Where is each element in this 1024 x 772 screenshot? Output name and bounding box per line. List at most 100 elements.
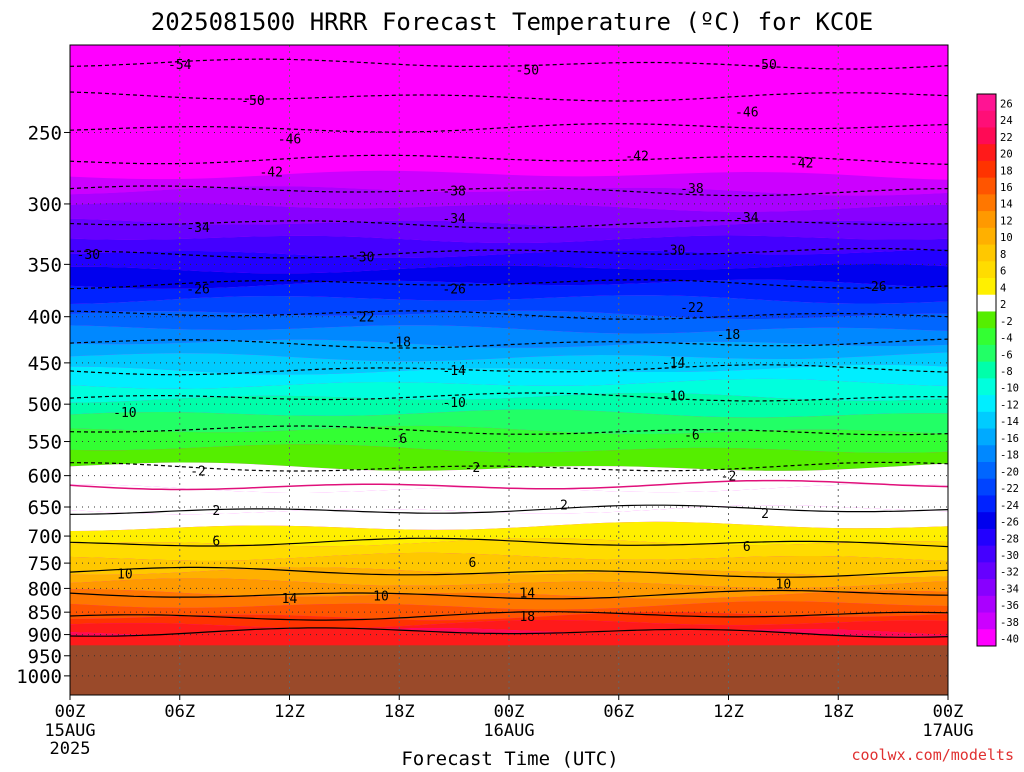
fill-band — [70, 263, 948, 289]
contour-label: 6 — [743, 540, 751, 555]
fill-band — [70, 59, 948, 86]
colorbar-swatch — [977, 261, 996, 279]
fill-band — [70, 235, 948, 258]
colorbar-swatch — [977, 495, 996, 513]
fill-band — [70, 483, 948, 515]
contour-label-text: -54 — [168, 58, 192, 73]
freezing-line — [69, 479, 949, 491]
fill-band — [70, 325, 948, 348]
contour-label: -18 — [717, 328, 740, 343]
y-tick-label: 600 — [28, 466, 62, 488]
contour-label: -26 — [442, 282, 465, 297]
colorbar-swatch — [977, 311, 996, 329]
contour-labels: -54-50-46-42-38-34-34-30 -30-26 -26-22-18-… — [77, 58, 887, 625]
colorbar-swatch — [977, 361, 996, 379]
fill-band — [70, 567, 948, 589]
contour-label: -38 — [442, 185, 465, 200]
contour-label: -14 — [442, 364, 466, 379]
colorbar-swatch — [977, 395, 996, 413]
y-tick-label: 900 — [28, 625, 62, 647]
colorbar-swatch — [977, 278, 996, 296]
contour-label-text: -30 — [351, 250, 374, 265]
colorbar-swatch — [977, 579, 996, 597]
contour-label: 6 — [469, 556, 477, 571]
colorbar-swatch — [977, 160, 996, 179]
contour-label: 2 — [761, 507, 769, 522]
x-tick-year: 2025 — [50, 739, 91, 759]
fill-band — [70, 91, 948, 117]
contour-label-text: -14 — [442, 364, 466, 379]
contour-label-text: -22 — [680, 301, 703, 316]
x-tick-date: 17AUG — [922, 721, 973, 741]
contour-label: -2 — [721, 470, 737, 485]
contour-label-text: 14 — [519, 586, 535, 601]
colorbar-label: -20 — [1000, 466, 1019, 478]
contour-label-text: 10 — [117, 567, 133, 582]
isotherm-line — [69, 504, 949, 515]
contour-label-text: 2 — [560, 499, 568, 514]
contour-label-text: -10 — [662, 389, 685, 404]
colorbar-swatch — [977, 244, 996, 262]
contour-label-text: 10 — [776, 577, 792, 592]
colorbar-swatch — [977, 595, 996, 614]
contour-label: -38 — [680, 182, 703, 197]
contour-label-text: -38 — [680, 182, 703, 197]
isotherm-line — [69, 566, 949, 578]
fill-band — [70, 552, 948, 578]
contour-label: -22 — [351, 311, 374, 326]
x-tick-label: 06Z — [164, 702, 195, 722]
contour-label: -6 — [391, 432, 407, 447]
colorbar-swatch — [977, 194, 996, 212]
colorbar-label: -16 — [1000, 433, 1019, 445]
contour-label: -50 — [241, 94, 264, 109]
contour-label: -54 — [168, 58, 192, 73]
x-axis-title: Forecast Time (UTC) — [401, 748, 618, 768]
contour-label: 10 — [776, 577, 792, 592]
fill-band — [70, 155, 948, 180]
contour-label-text: 2 — [761, 507, 769, 522]
colorbar-frame — [976, 93, 997, 647]
contour-label-text: -18 — [388, 335, 411, 350]
contour-label-text: -26 — [186, 282, 209, 297]
y-tick-label: 550 — [28, 432, 62, 454]
contour-label: -30 — [77, 248, 100, 263]
contour-label: -2 — [465, 461, 481, 476]
contour-label-text: -18 — [717, 328, 740, 343]
contour-label: 14 — [282, 592, 298, 607]
colorbar-swatch — [977, 612, 996, 630]
colorbar-swatch — [977, 127, 996, 145]
contour-label: -30 — [351, 250, 374, 265]
fill-band — [70, 505, 948, 532]
contour-label: -2 — [190, 464, 206, 479]
contour-label: -6 — [684, 428, 700, 443]
colorbar-label: -8 — [1000, 366, 1013, 378]
colorbar-label: -36 — [1000, 600, 1019, 612]
colorbar-label: -32 — [1000, 567, 1019, 579]
y-tick-label: 750 — [28, 553, 62, 575]
contour-label: -26 — [186, 282, 209, 297]
contour-label-text: -30 — [662, 244, 685, 259]
colorbar-label: 18 — [1000, 165, 1013, 177]
contour-label-text: -50 — [516, 64, 539, 79]
colorbar-swatch — [977, 294, 996, 312]
colorbar-swatch — [977, 445, 996, 463]
contour-label-text: -2 — [190, 464, 206, 479]
colorbar-swatch — [977, 177, 996, 195]
contour-label: 2 — [212, 504, 220, 519]
contour-label-text: -6 — [391, 432, 407, 447]
colorbar-swatch — [977, 94, 996, 112]
contour-label: -50 — [753, 58, 776, 73]
y-tick-label: 400 — [28, 307, 62, 329]
y-axis: 2503003504004505005506006507007508008509… — [16, 122, 70, 688]
x-tick-label: 00Z — [494, 702, 525, 722]
colorbar-label: 16 — [1000, 182, 1013, 194]
colorbar-label: 14 — [1000, 199, 1013, 211]
colorbar-label: -38 — [1000, 617, 1019, 629]
colorbar-swatch — [977, 545, 996, 563]
contour-label-text: 10 — [373, 590, 389, 605]
colorbar-swatch — [977, 462, 996, 480]
colorbar-label: 8 — [1000, 249, 1006, 261]
contour-label: -14 — [662, 356, 686, 371]
